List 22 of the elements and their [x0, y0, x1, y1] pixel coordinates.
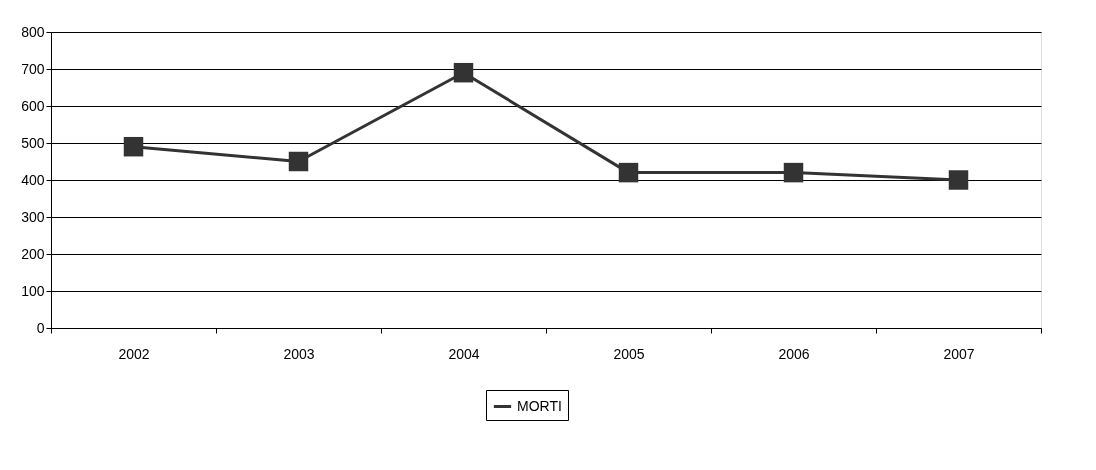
y-tick-label: 200 — [21, 245, 45, 262]
point — [123, 136, 144, 157]
x-tick-label: 2002 — [118, 345, 150, 362]
y-tick-label: 600 — [21, 97, 45, 114]
x-tick-label: 2007 — [943, 345, 975, 362]
y-tick-label: 100 — [21, 282, 45, 299]
point — [288, 151, 309, 172]
x-tick-label: 2003 — [283, 345, 315, 362]
legend-label: MORTI — [517, 397, 562, 414]
y-tick-label: 400 — [21, 171, 45, 188]
x-tick-label: 2005 — [613, 345, 645, 362]
point — [783, 162, 804, 183]
x-tick-label: 2006 — [778, 345, 810, 362]
y-tick-label: 800 — [21, 23, 45, 40]
y-tick-label: 500 — [21, 134, 45, 151]
point — [618, 162, 639, 183]
x-tick-label: 2004 — [448, 345, 480, 362]
point — [948, 170, 969, 190]
y-tick-label: 700 — [21, 60, 45, 77]
y-tick-label: 0 — [36, 319, 45, 336]
y-tick-label: 300 — [21, 208, 45, 225]
point — [453, 62, 474, 83]
